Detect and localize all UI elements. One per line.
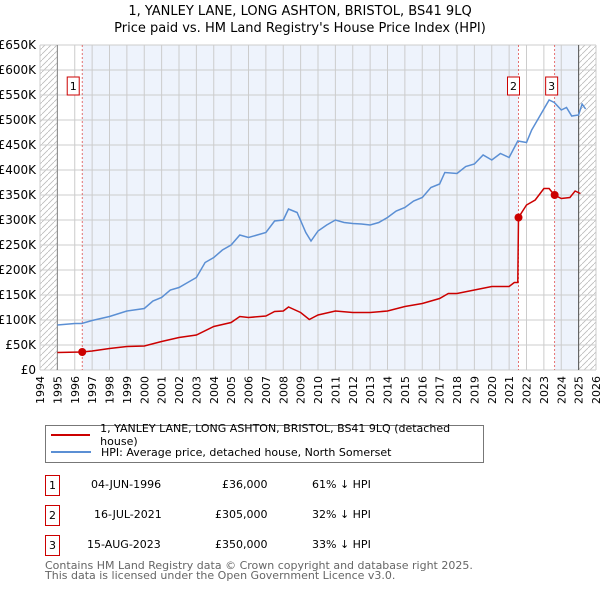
y-tick-label: £500K: [0, 113, 37, 127]
x-tick-label: 2003: [190, 376, 203, 404]
x-tick-label: 2007: [260, 376, 273, 404]
transaction-date: 04-JUN-1996: [91, 478, 162, 491]
price-chart: 1994 1995 1996 1997 1998 1999 2000 2001 2002 2003…: [0, 38, 600, 404]
x-tick-label: 2016: [416, 376, 429, 404]
legend: 1, YANLEY LANE, LONG ASHTON, BRISTOL, BS…: [45, 422, 484, 463]
x-tick-label: 2024: [555, 376, 568, 404]
property-legend-label: 1, YANLEY LANE, LONG ASHTON, BRISTOL, BS…: [100, 422, 451, 448]
x-tick-label: 2012: [347, 376, 360, 404]
y-tick-label: £50K: [5, 338, 37, 352]
y-tick-label: £650K: [0, 38, 37, 52]
sale-label: 1: [70, 80, 77, 93]
sale-label-box: [66, 76, 80, 96]
footer-copyright: Contains HM Land Registry data © Crown c…: [45, 559, 473, 572]
x-tick-label: 2006: [243, 376, 256, 404]
y-tick-label: £600K: [0, 63, 37, 77]
chart-subtitle: Price paid vs. HM Land Registry's House …: [114, 21, 486, 36]
x-tick-label: 2015: [399, 376, 412, 404]
x-tick-label: 2001: [156, 376, 169, 404]
x-tick-label: 2011: [329, 376, 342, 404]
transaction-date: 16-JUL-2021: [94, 508, 162, 521]
x-tick-label: 2022: [521, 376, 534, 404]
no-data-hatch-left: [40, 45, 58, 370]
x-tick-label: 2020: [486, 376, 499, 404]
x-tick-label: 2018: [451, 376, 464, 404]
y-tick-label: £350K: [0, 188, 37, 202]
y-tick-label: £250K: [0, 238, 37, 252]
y-tick-label: £300K: [0, 213, 37, 227]
sale-label-box: [507, 76, 521, 96]
x-tick-label: 2026: [590, 376, 600, 404]
x-tick-label: 1998: [104, 376, 117, 404]
x-tick-label: 2002: [173, 376, 186, 404]
transaction-price: £305,000: [215, 508, 268, 521]
transaction-number: 2: [45, 505, 60, 526]
sale-point: [550, 191, 559, 199]
transaction-row: 1 04-JUN-1996 £36,000 61% ↓ HPI: [45, 475, 465, 496]
transaction-diff: 33% ↓ HPI: [312, 538, 371, 551]
sale-point: [514, 213, 523, 222]
hpi-line: [57, 99, 587, 326]
x-tick-label: 2019: [468, 376, 481, 404]
x-tick-label: 1999: [121, 376, 134, 404]
transaction-price: £350,000: [215, 538, 268, 551]
transaction-number: 1: [45, 475, 60, 496]
x-tick-label: 2008: [277, 376, 290, 404]
x-tick-label: 2023: [538, 376, 551, 404]
footer-licence: This data is licensed under the Open Gov…: [45, 569, 396, 582]
x-tick-label: 2017: [434, 376, 447, 404]
x-tick-label: 2005: [225, 376, 238, 404]
y-tick-label: £450K: [0, 138, 37, 152]
x-tick-label: 2025: [573, 376, 586, 404]
property-price-line: [57, 187, 581, 354]
y-tick-label: £550K: [0, 88, 37, 102]
sale-label-box: [545, 76, 559, 96]
no-data-hatch-right: [578, 45, 596, 370]
transaction-price: £36,000: [222, 478, 268, 491]
x-tick-label: 2009: [295, 376, 308, 404]
x-tick-label: 1997: [86, 376, 99, 404]
x-tick-label: 2000: [138, 376, 151, 404]
footer: Contains HM Land Registry data © Crown c…: [45, 559, 473, 582]
property-legend-swatch: [51, 434, 91, 436]
transaction-row: 2 16-JUL-2021 £305,000 32% ↓ HPI: [45, 505, 465, 526]
y-tick-label: £100K: [0, 313, 37, 327]
x-tick-label: 1996: [69, 376, 82, 404]
sale-point: [78, 348, 87, 356]
sale-label: 2: [510, 80, 517, 93]
transaction-diff: 32% ↓ HPI: [312, 508, 371, 521]
x-tick-label: 1995: [51, 376, 64, 404]
hpi-legend-swatch: [51, 451, 91, 453]
y-tick-label: £200K: [0, 263, 37, 277]
sale-label: 3: [548, 80, 555, 93]
y-tick-label: £150K: [0, 288, 37, 302]
ownership-shade: [554, 45, 579, 370]
x-tick-label: 1994: [34, 376, 47, 404]
x-tick-label: 2021: [503, 376, 516, 404]
transaction-row: 3 15-AUG-2023 £350,000 33% ↓ HPI: [45, 535, 465, 556]
hpi-legend-label: HPI: Average price, detached house, Nort…: [101, 445, 392, 459]
x-tick-label: 2014: [382, 376, 395, 404]
x-tick-label: 2013: [364, 376, 377, 404]
y-tick-label: £400K: [0, 163, 37, 177]
transaction-diff: 61% ↓ HPI: [312, 478, 371, 491]
transaction-date: 15-AUG-2023: [87, 538, 161, 551]
x-tick-label: 2010: [312, 376, 325, 404]
x-tick-label: 2004: [208, 376, 221, 404]
chart-title: 1, YANLEY LANE, LONG ASHTON, BRISTOL, BS…: [128, 4, 472, 19]
transaction-number: 3: [45, 535, 60, 556]
y-tick-label: £0: [21, 363, 36, 377]
